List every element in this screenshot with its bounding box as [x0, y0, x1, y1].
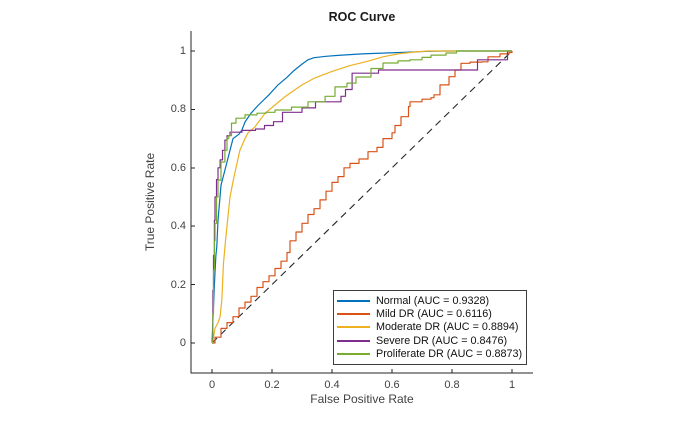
x-tick-label: 0.6 [384, 379, 400, 391]
y-tick-label: 0.6 [170, 161, 186, 174]
legend-item: Proliferate DR (AUC = 0.8873) [334, 348, 524, 361]
legend-line-sample [337, 299, 370, 302]
y-tick-label: 1 [179, 45, 186, 57]
axes-spines [190, 31, 533, 374]
legend-label: Mild DR (AUC = 0.6116) [376, 308, 492, 321]
legend-item: Severe DR (AUC = 0.8476) [334, 334, 524, 347]
legend-item: Moderate DR (AUC = 0.8894) [334, 321, 524, 334]
x-tick-label: 0.4 [324, 379, 340, 391]
y-tick-label: 0 [179, 337, 186, 349]
series-curve-severe-dr [212, 50, 512, 344]
x-tick-label: 0.8 [444, 379, 460, 391]
legend-line-sample [337, 339, 370, 342]
legend-line-sample [337, 353, 370, 356]
legend: Normal (AUC = 0.9328) Mild DR (AUC = 0.61… [333, 290, 527, 365]
legend-item: Mild DR (AUC = 0.6116) [334, 307, 524, 320]
series-curve-mild-dr [212, 51, 513, 344]
y-tick-label: 0.2 [170, 278, 186, 291]
legend-label: Proliferate DR (AUC = 0.8873) [376, 348, 523, 361]
legend-label: Severe DR (AUC = 0.8476) [376, 334, 508, 347]
x-axis-label: False Positive Rate [310, 392, 414, 406]
series-curve-normal [211, 50, 512, 344]
y-tick-label: 0.4 [170, 220, 186, 233]
x-tick-label: 0 [208, 379, 216, 391]
chance-diagonal [211, 50, 513, 344]
legend-item: Normal (AUC = 0.9328) [334, 294, 524, 307]
chart-title: ROC Curve [328, 10, 396, 24]
y-tick-label: 0.8 [170, 103, 186, 116]
x-tick-label: 1 [508, 379, 516, 391]
legend-line-sample [337, 326, 370, 329]
legend-label: Normal (AUC = 0.9328) [376, 294, 490, 307]
series-curve-moderate-dr [211, 50, 512, 344]
legend-label: Moderate DR (AUC = 0.8894) [376, 321, 519, 334]
legend-line-sample [337, 313, 370, 316]
series-curve-proliferate-dr [212, 50, 512, 344]
x-tick-label: 0.2 [264, 379, 280, 391]
